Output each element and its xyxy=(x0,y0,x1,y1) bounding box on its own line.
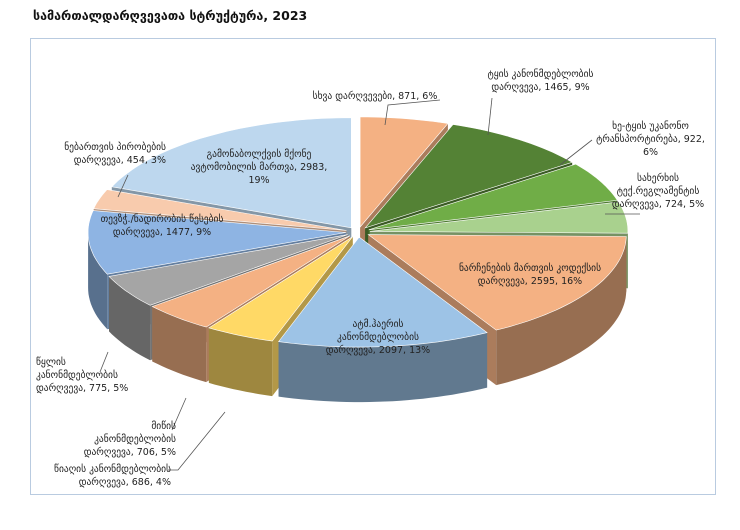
data-label: წყლის კანონმდებლობის დარღვევა, 775, 5% xyxy=(36,357,129,394)
leader-line xyxy=(117,174,129,198)
slice xyxy=(93,189,347,231)
slice xyxy=(111,117,352,229)
leader-line xyxy=(487,97,493,136)
pie xyxy=(87,116,629,403)
slice xyxy=(369,201,629,234)
slice xyxy=(151,235,351,328)
slice xyxy=(87,210,347,275)
data-label: მიწის კანონმდებლობის დარღვევა, 706, 5% xyxy=(83,421,176,458)
chart-title: სამართალდარღვევათა სტრუქტურა, 2023 xyxy=(33,8,308,23)
slice-side xyxy=(208,327,273,397)
slice-side xyxy=(278,332,488,403)
slice xyxy=(364,124,573,229)
slice xyxy=(368,163,618,231)
chart-frame xyxy=(30,38,716,495)
slice xyxy=(208,236,353,342)
slice xyxy=(359,116,449,228)
leader-lines xyxy=(99,97,640,471)
slice-side xyxy=(152,306,207,383)
leader-line xyxy=(559,139,593,166)
data-label: სახერხის ტექ.რეგლამენტის დარღვევა, 724, … xyxy=(611,173,705,210)
data-label: ატმ.ჰაერის კანონმდებლობის დარღვევა, 2097… xyxy=(325,319,431,356)
leader-line xyxy=(171,397,187,431)
slice xyxy=(108,234,348,306)
slice-side xyxy=(496,236,627,386)
leader-line xyxy=(99,351,109,373)
data-label: ნებართვის პირობების დარღვევა, 454, 3% xyxy=(64,142,166,166)
data-label: ნარჩენების მართვის კოდექსის დარღვევა, 25… xyxy=(458,263,602,287)
data-label: სხვა დარღვევები, 871, 6% xyxy=(312,91,438,102)
data-label: გამონაბოლქვის მქონე ავტომობილის მართვა, … xyxy=(190,149,328,186)
slice-side xyxy=(88,232,108,330)
data-label: ტყის კანონმდებლობის დარღვევა, 1465, 9% xyxy=(487,69,594,93)
slice xyxy=(278,236,488,348)
leader-line xyxy=(384,99,441,126)
slice-side xyxy=(109,276,151,361)
data-label: თევზჭ./ნადირობის წესების დარღვევა, 1477,… xyxy=(100,214,224,238)
leader-line xyxy=(168,411,226,471)
data-label: წიაღის კანონმდებლობის დარღვევა, 686, 4% xyxy=(54,464,171,488)
slice xyxy=(367,234,627,331)
data-label: ხე-ტყის უკანონო ტრანსპორტირება, 922, 6% xyxy=(596,121,705,158)
